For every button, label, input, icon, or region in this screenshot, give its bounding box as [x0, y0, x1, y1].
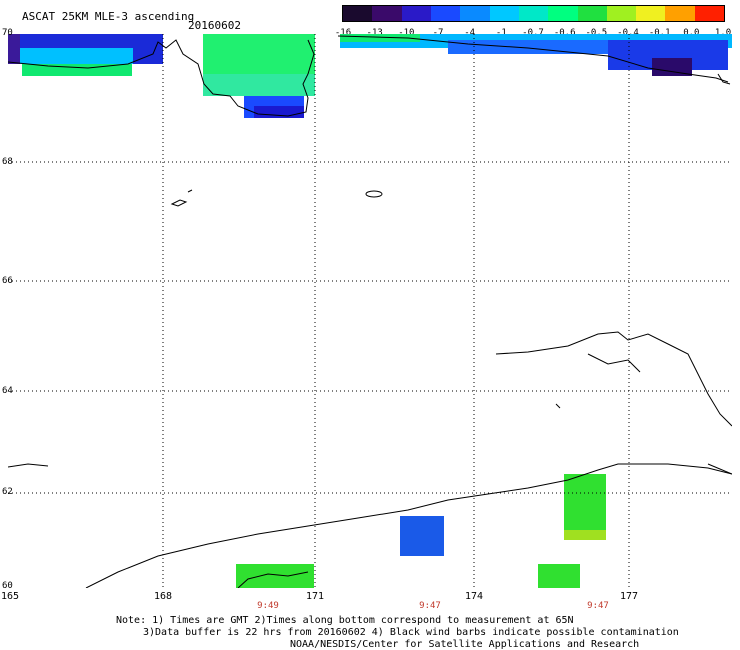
colorbar-segment [636, 6, 666, 21]
colorbar-tick-label: -0.1 [648, 28, 671, 38]
colorbar-tick-label: -16 [334, 28, 352, 38]
colorbar-segment [430, 6, 461, 21]
lat-label-60: 60 [2, 581, 13, 591]
colorbar-tick-label: 1.0 [714, 28, 732, 38]
colorbar-segment [518, 6, 549, 21]
map-date: 20160602 [188, 19, 241, 32]
colorbar-segment [343, 6, 373, 21]
map-title: ASCAT 25KM MLE-3 ascending [22, 10, 195, 23]
lat-label-66: 66 [2, 276, 13, 286]
swath-south [236, 474, 606, 588]
lon-label-168: 168 [153, 591, 173, 602]
lat-label-62: 62 [2, 487, 13, 497]
note-line-2: 3)Data buffer is 22 hrs from 20160602 4)… [143, 627, 679, 638]
colorbar-segment [489, 6, 519, 21]
lon-label-174: 174 [464, 591, 484, 602]
time-label: 9:49 [257, 601, 279, 611]
colorbar-segment [694, 6, 725, 21]
colorbar-tick-label: -10 [398, 28, 415, 38]
colorbar-tick-label: -0.7 [522, 28, 544, 38]
colorbar-segment [606, 6, 637, 21]
swath-north-east [340, 34, 732, 76]
colorbar-tick-label: -4 [464, 28, 476, 38]
swath-north-center [203, 34, 315, 118]
time-label: 9:47 [419, 601, 441, 611]
note-line-1: Note: 1) Times are GMT 2)Times along bot… [116, 615, 574, 626]
lon-label-177: 177 [619, 591, 639, 602]
colorbar-segment [401, 6, 431, 21]
colorbar-tick-label: -13 [366, 28, 383, 38]
colorbar-segment [577, 6, 607, 21]
lat-label-68: 68 [2, 157, 13, 167]
time-label: 9:47 [587, 601, 609, 611]
map-area [8, 34, 732, 588]
colorbar-segment [548, 6, 578, 21]
colorbar-tick-label: -0.5 [585, 28, 608, 38]
lon-label-171: 171 [305, 591, 325, 602]
colorbar [342, 5, 725, 22]
colorbar-segment [372, 6, 402, 21]
lat-label-64: 64 [2, 386, 13, 396]
lon-label-165: 165 [0, 591, 20, 602]
swath-north-west [8, 34, 163, 76]
colorbar-tick-label: -0.4 [617, 28, 639, 38]
colorbar-tick-label: -7 [432, 28, 444, 38]
colorbar-segment [460, 6, 490, 21]
grid [8, 34, 732, 588]
colorbar-segment [665, 6, 695, 21]
colorbar-tick-label: -0.6 [553, 28, 576, 38]
colorbar-tick-label: 0.0 [683, 28, 700, 38]
lat-label-70: 70 [2, 28, 13, 38]
coastline [8, 35, 732, 588]
note-line-3: NOAA/NESDIS/Center for Satellite Applica… [290, 639, 640, 650]
colorbar-tick-label: -1 [495, 28, 507, 38]
